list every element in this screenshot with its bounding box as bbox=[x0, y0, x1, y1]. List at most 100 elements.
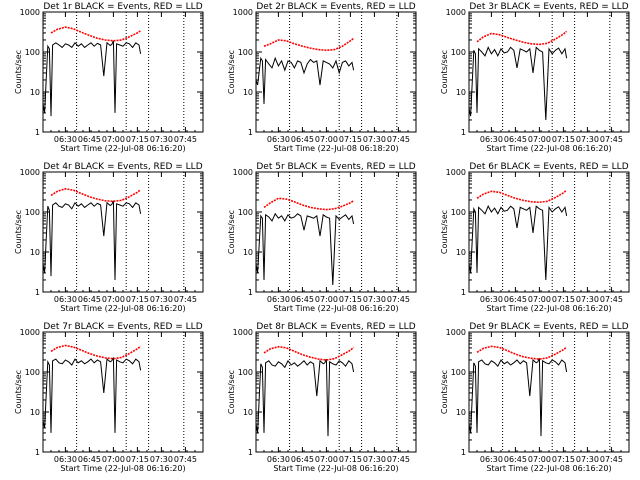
lld-series-line bbox=[263, 37, 355, 52]
x-axis-label: Start Time (22-Jul-08 06:18:20) bbox=[273, 144, 398, 153]
plot-frame bbox=[42, 331, 204, 453]
events-series-line bbox=[468, 46, 568, 121]
events-series-line bbox=[42, 200, 142, 281]
x-axis-label: Start Time (22-Jul-08 06:16:20) bbox=[273, 304, 398, 313]
panel-title: Det 5r BLACK = Events, RED = LLD bbox=[256, 162, 415, 172]
y-tick-label: 1000 bbox=[20, 328, 40, 337]
y-tick-label: 100 bbox=[451, 48, 466, 57]
x-tick-label: 06:45 bbox=[291, 135, 314, 144]
x-tick-label: 07:45 bbox=[174, 455, 197, 464]
x-axis-label: Start Time (22-Jul-08 06:16:20) bbox=[273, 464, 398, 473]
x-axis-label: Start Time (22-Jul-08 06:16:20) bbox=[60, 304, 185, 313]
events-series-line bbox=[42, 357, 142, 433]
y-tick-label: 10 bbox=[456, 248, 466, 257]
x-tick-label: 07:45 bbox=[387, 295, 410, 304]
x-tick-label: 06:45 bbox=[504, 135, 527, 144]
y-axis-label: Counts/sec bbox=[227, 370, 236, 414]
x-tick-label: 07:15 bbox=[552, 135, 575, 144]
x-tick-label: 07:15 bbox=[339, 135, 362, 144]
events-series-line bbox=[42, 40, 142, 117]
chart-panel-6: Det 6r BLACK = Events, RED = LLD 1 10 100 10… bbox=[440, 162, 630, 313]
chart-panel-8: Det 8r BLACK = Events, RED = LLD 1 10 100 10… bbox=[227, 322, 417, 473]
x-tick-label: 06:30 bbox=[480, 295, 503, 304]
y-tick-label: 1000 bbox=[233, 328, 253, 337]
x-tick-label: 07:15 bbox=[126, 295, 149, 304]
x-tick-label: 07:00 bbox=[315, 295, 338, 304]
x-tick-label: 06:30 bbox=[267, 135, 290, 144]
y-tick-label: 100 bbox=[25, 48, 40, 57]
x-tick-label: 07:15 bbox=[552, 455, 575, 464]
y-tick-label: 10 bbox=[456, 408, 466, 417]
y-axis-label: Counts/sec bbox=[227, 210, 236, 254]
x-tick-label: 06:45 bbox=[504, 295, 527, 304]
plot-frame bbox=[42, 171, 204, 293]
plot-frame bbox=[468, 171, 630, 293]
x-tick-label: 07:45 bbox=[600, 295, 623, 304]
x-tick-label: 07:15 bbox=[552, 295, 575, 304]
x-tick-label: 06:30 bbox=[267, 455, 290, 464]
panel-title: Det 4r BLACK = Events, RED = LLD bbox=[43, 162, 202, 172]
x-tick-label: 06:30 bbox=[267, 295, 290, 304]
events-series-line bbox=[468, 205, 568, 281]
x-tick-label: 07:45 bbox=[387, 455, 410, 464]
panel-title: Det 6r BLACK = Events, RED = LLD bbox=[469, 162, 628, 172]
y-tick-label: 100 bbox=[451, 368, 466, 377]
y-axis-label: Counts/sec bbox=[14, 50, 23, 94]
y-axis-label: Counts/sec bbox=[227, 50, 236, 94]
y-tick-label: 1 bbox=[248, 448, 253, 457]
x-tick-label: 07:30 bbox=[150, 135, 173, 144]
lld-series-line bbox=[263, 345, 355, 361]
x-tick-label: 06:45 bbox=[291, 455, 314, 464]
chart-panel-1: Det 1r BLACK = Events, RED = LLD 1 10 100 10… bbox=[14, 2, 204, 153]
plot-frame bbox=[468, 331, 630, 453]
chart-panel-2: Det 2r BLACK = Events, RED = LLD 1 10 100 10… bbox=[227, 2, 417, 153]
y-axis-label: Counts/sec bbox=[440, 210, 449, 254]
y-tick-label: 10 bbox=[30, 408, 40, 417]
x-tick-label: 06:45 bbox=[291, 295, 314, 304]
chart-panel-5: Det 5r BLACK = Events, RED = LLD 1 10 100 10… bbox=[227, 162, 417, 313]
panel-title: Det 3r BLACK = Events, RED = LLD bbox=[469, 2, 628, 12]
panel-title: Det 7r BLACK = Events, RED = LLD bbox=[43, 322, 202, 332]
y-tick-label: 10 bbox=[30, 88, 40, 97]
y-tick-label: 1000 bbox=[446, 168, 466, 177]
y-tick-label: 100 bbox=[238, 368, 253, 377]
lld-series-line bbox=[476, 345, 568, 360]
y-tick-label: 1000 bbox=[233, 8, 253, 17]
y-axis-label: Counts/sec bbox=[440, 370, 449, 414]
x-tick-label: 07:30 bbox=[150, 455, 173, 464]
y-tick-label: 1 bbox=[35, 288, 40, 297]
chart-panel-4: Det 4r BLACK = Events, RED = LLD 1 10 100 10… bbox=[14, 162, 204, 313]
y-tick-label: 1 bbox=[461, 128, 466, 137]
x-tick-label: 07:45 bbox=[387, 135, 410, 144]
chart-panel-7: Det 7r BLACK = Events, RED = LLD 1 10 100 10… bbox=[14, 322, 204, 473]
x-tick-label: 07:45 bbox=[600, 135, 623, 144]
x-tick-label: 06:45 bbox=[78, 135, 101, 144]
events-series-line bbox=[468, 358, 568, 437]
plot-frame bbox=[255, 11, 417, 133]
y-tick-label: 1000 bbox=[233, 168, 253, 177]
x-tick-label: 07:15 bbox=[339, 295, 362, 304]
plot-frame bbox=[255, 171, 417, 293]
y-tick-label: 1 bbox=[248, 128, 253, 137]
x-tick-label: 07:00 bbox=[315, 135, 338, 144]
x-tick-label: 07:30 bbox=[363, 135, 386, 144]
events-series-line bbox=[255, 212, 355, 286]
x-tick-label: 07:00 bbox=[528, 295, 551, 304]
lld-series-line bbox=[50, 26, 142, 42]
panel-title: Det 1r BLACK = Events, RED = LLD bbox=[43, 2, 202, 12]
x-axis-label: Start Time (22-Jul-08 06:16:20) bbox=[486, 144, 611, 153]
x-tick-label: 07:00 bbox=[102, 455, 125, 464]
x-axis-label: Start Time (22-Jul-08 06:16:20) bbox=[60, 464, 185, 473]
x-tick-label: 07:30 bbox=[576, 455, 599, 464]
x-tick-label: 07:30 bbox=[363, 295, 386, 304]
x-tick-label: 07:00 bbox=[315, 455, 338, 464]
x-tick-label: 07:45 bbox=[600, 455, 623, 464]
y-axis-label: Counts/sec bbox=[14, 370, 23, 414]
y-axis-label: Counts/sec bbox=[440, 50, 449, 94]
lld-series-line bbox=[476, 189, 568, 204]
y-tick-label: 1 bbox=[248, 288, 253, 297]
y-tick-label: 1000 bbox=[446, 8, 466, 17]
plot-frame bbox=[255, 331, 417, 453]
y-tick-label: 100 bbox=[238, 48, 253, 57]
x-tick-label: 06:30 bbox=[480, 135, 503, 144]
